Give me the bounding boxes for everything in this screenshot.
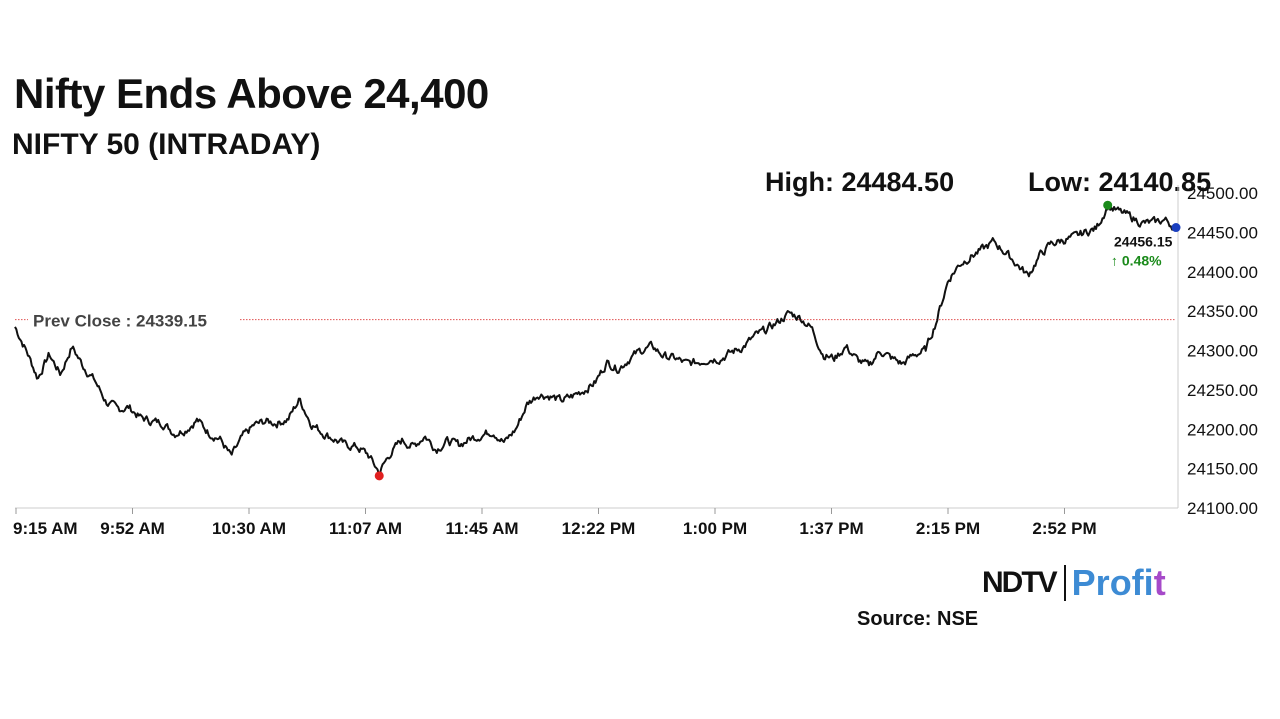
last-value-marker xyxy=(1171,223,1181,233)
day-low-label: Low: 24140.85 xyxy=(1028,167,1212,197)
x-tick-label: 12:22 PM xyxy=(562,519,636,538)
x-tick-label: 2:15 PM xyxy=(916,519,980,538)
x-axis-ticks: 9:15 AM 9:52 AM 10:30 AM 11:07 AM 11:45 AM 12… xyxy=(13,508,1097,538)
y-tick-label: 24450.00 xyxy=(1187,223,1258,242)
logo-divider xyxy=(1063,565,1066,601)
day-high-label: High: 24484.50 xyxy=(765,167,955,197)
x-tick-label: 9:52 AM xyxy=(100,519,165,538)
y-tick-label: 24100.00 xyxy=(1187,499,1258,518)
y-axis-ticks: 24100.00 24150.00 24200.00 24250.00 24300.00… xyxy=(1187,184,1258,518)
high-marker xyxy=(1103,200,1113,210)
x-tick-label: 1:37 PM xyxy=(799,519,863,538)
x-tick-label: 11:45 AM xyxy=(445,519,518,538)
y-tick-label: 24300.00 xyxy=(1187,342,1258,361)
profit-wordmark-tail: t xyxy=(1153,562,1166,603)
chart-subtitle: NIFTY 50 (INTRADAY) xyxy=(12,128,321,161)
ndtv-wordmark: NDTV xyxy=(982,566,1058,599)
x-tick-label: 11:07 AM xyxy=(329,519,402,538)
low-marker xyxy=(374,471,384,481)
x-tick-label: 1:00 PM xyxy=(683,519,747,538)
y-tick-label: 24350.00 xyxy=(1187,302,1258,321)
y-tick-label: 24400.00 xyxy=(1187,263,1258,282)
x-tick-label: 2:52 PM xyxy=(1032,519,1096,538)
x-tick-label: 10:30 AM xyxy=(212,519,286,538)
profit-wordmark-main: Profi xyxy=(1071,562,1154,603)
prev-close-label: Prev Close : 24339.15 xyxy=(33,312,207,331)
prev-close-label-bg xyxy=(28,309,240,330)
y-tick-label: 24150.00 xyxy=(1187,460,1258,479)
series-line xyxy=(14,204,1177,476)
profit-wordmark: Profit xyxy=(1072,562,1166,604)
source-note: Source: NSE xyxy=(857,608,979,630)
y-tick-label: 24500.00 xyxy=(1187,184,1258,203)
x-tick-label: 9:15 AM xyxy=(13,519,78,538)
ndtv-profit-logo: NDTV Profit xyxy=(982,562,1166,604)
last-change-label: ↑ 0.48% xyxy=(1111,253,1162,269)
y-tick-label: 24200.00 xyxy=(1187,420,1258,439)
chart-title: Nifty Ends Above 24,400 xyxy=(14,70,489,117)
y-tick-label: 24250.00 xyxy=(1187,381,1258,400)
last-value-label: 24456.15 xyxy=(1114,234,1173,250)
